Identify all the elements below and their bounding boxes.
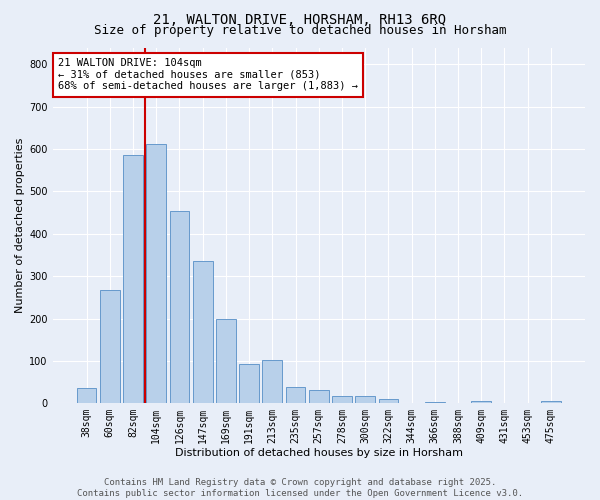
Bar xyxy=(77,388,97,403)
Bar xyxy=(286,387,305,403)
Bar xyxy=(262,360,282,403)
Bar xyxy=(100,290,119,403)
Text: 21 WALTON DRIVE: 104sqm
← 31% of detached houses are smaller (853)
68% of semi-d: 21 WALTON DRIVE: 104sqm ← 31% of detache… xyxy=(58,58,358,92)
Bar xyxy=(425,402,445,403)
Bar xyxy=(146,144,166,403)
Text: 21, WALTON DRIVE, HORSHAM, RH13 6RQ: 21, WALTON DRIVE, HORSHAM, RH13 6RQ xyxy=(154,12,446,26)
Bar xyxy=(239,364,259,403)
Text: Size of property relative to detached houses in Horsham: Size of property relative to detached ho… xyxy=(94,24,506,37)
Text: Contains HM Land Registry data © Crown copyright and database right 2025.
Contai: Contains HM Land Registry data © Crown c… xyxy=(77,478,523,498)
Bar xyxy=(123,156,143,403)
Bar xyxy=(170,210,190,403)
Bar xyxy=(216,318,236,403)
Bar xyxy=(332,396,352,403)
Bar xyxy=(379,399,398,403)
Bar xyxy=(355,396,375,403)
Bar xyxy=(472,401,491,403)
X-axis label: Distribution of detached houses by size in Horsham: Distribution of detached houses by size … xyxy=(175,448,463,458)
Bar xyxy=(541,400,561,403)
Bar xyxy=(193,262,212,403)
Y-axis label: Number of detached properties: Number of detached properties xyxy=(15,138,25,313)
Bar xyxy=(309,390,329,403)
